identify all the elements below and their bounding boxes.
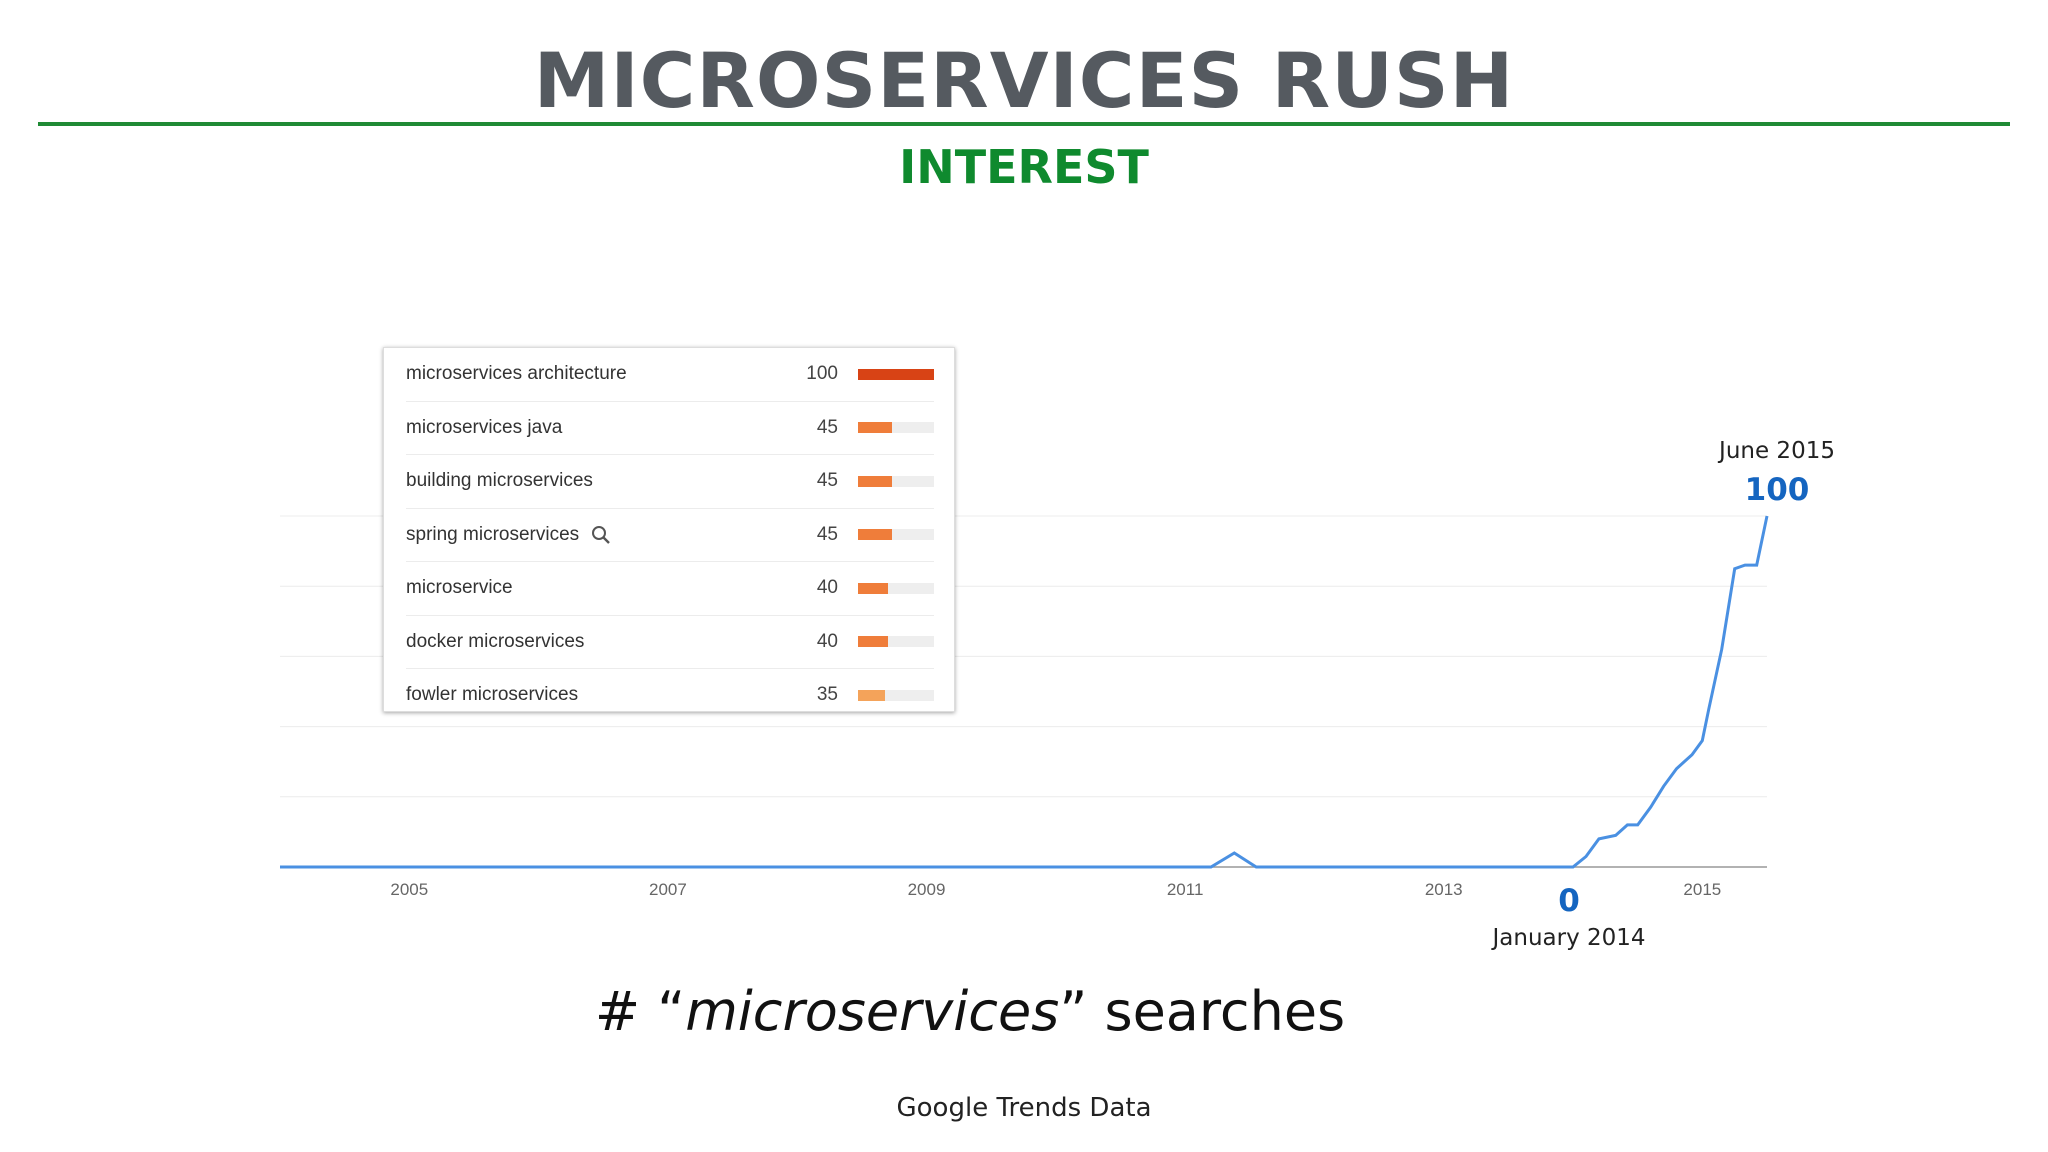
query-bar-track bbox=[858, 422, 934, 434]
x-tick-2011: 2011 bbox=[1167, 880, 1204, 899]
query-value: 45 bbox=[816, 416, 838, 438]
x-tick-2007: 2007 bbox=[649, 880, 687, 899]
slide-subtitle: INTEREST bbox=[899, 140, 1149, 194]
title-divider bbox=[38, 122, 2010, 126]
annotation-label-peak: June 2015 bbox=[1717, 438, 1835, 464]
x-tick-2009: 2009 bbox=[908, 880, 946, 899]
x-tick-2015: 2015 bbox=[1683, 880, 1721, 899]
query-row: microservice 40 bbox=[406, 562, 934, 616]
query-value: 40 bbox=[816, 630, 838, 652]
query-label: microservices java bbox=[406, 417, 790, 439]
query-row: docker microservices 40 bbox=[406, 616, 934, 669]
query-text: docker microservices bbox=[406, 630, 585, 652]
query-bar-track bbox=[858, 475, 934, 487]
query-bar bbox=[858, 475, 893, 487]
query-value: 35 bbox=[816, 684, 838, 706]
query-bar bbox=[858, 582, 889, 594]
caption-term: microservices bbox=[685, 980, 1060, 1043]
query-bar bbox=[858, 368, 934, 380]
query-text: spring microservices bbox=[406, 523, 580, 545]
caption-suffix: ” searches bbox=[1059, 980, 1346, 1043]
query-bar-track bbox=[858, 689, 934, 701]
query-row: microservices java 45 bbox=[406, 402, 934, 455]
query-row: microservices architecture 100 bbox=[406, 348, 934, 402]
source-note: Google Trends Data bbox=[896, 1093, 1152, 1123]
slide-title: MICROSERVICES RUSH bbox=[533, 36, 1515, 125]
query-bar bbox=[858, 689, 885, 701]
query-bar-track bbox=[858, 529, 934, 541]
series-line-microservices bbox=[280, 515, 1769, 869]
query-bar bbox=[858, 636, 889, 648]
x-axis-ticks: 2005 2007 2009 2011 2013 2015 bbox=[390, 880, 1721, 899]
query-label: microservice bbox=[406, 577, 790, 599]
search-icon-lens bbox=[592, 525, 607, 540]
annotation-value-start: 0 bbox=[1558, 883, 1580, 919]
query-bar-track bbox=[858, 368, 934, 380]
related-queries-panel: microservices architecture 100 microservic… bbox=[383, 347, 955, 712]
query-value: 45 bbox=[816, 470, 838, 492]
query-bar bbox=[858, 529, 893, 541]
search-icon-handle bbox=[602, 536, 611, 544]
query-value: 40 bbox=[816, 577, 838, 599]
query-bar-track bbox=[858, 582, 934, 594]
chart-caption: # “microservices” searches bbox=[0, 980, 1940, 1043]
query-row: building microservices 45 bbox=[406, 455, 934, 509]
chart-annotations: June 2015 100 0 January 2014 bbox=[1491, 438, 1835, 951]
annotation-value-peak: 100 bbox=[1745, 472, 1810, 508]
search-icon[interactable] bbox=[591, 525, 611, 545]
query-value: 45 bbox=[816, 523, 838, 545]
x-tick-2013: 2013 bbox=[1425, 880, 1463, 899]
query-text: microservices architecture bbox=[406, 363, 627, 385]
query-text: building microservices bbox=[406, 470, 593, 492]
query-row: fowler microservices 35 bbox=[406, 669, 934, 722]
x-tick-2005: 2005 bbox=[390, 880, 428, 899]
query-label: microservices architecture bbox=[406, 363, 790, 385]
caption-prefix: # “ bbox=[594, 980, 686, 1043]
annotation-label-start: January 2014 bbox=[1491, 925, 1646, 951]
query-value: 100 bbox=[806, 363, 838, 385]
query-row: spring microservices 45 bbox=[406, 509, 934, 562]
query-label: fowler microservices bbox=[406, 684, 790, 706]
query-label: building microservices bbox=[406, 470, 790, 492]
query-label: docker microservices bbox=[406, 631, 790, 653]
query-bar bbox=[858, 422, 893, 434]
query-label: spring microservices bbox=[406, 524, 790, 546]
query-text: microservices java bbox=[406, 416, 563, 438]
query-bar-track bbox=[858, 636, 934, 648]
query-text: fowler microservices bbox=[406, 684, 579, 706]
query-text: microservice bbox=[406, 577, 513, 599]
